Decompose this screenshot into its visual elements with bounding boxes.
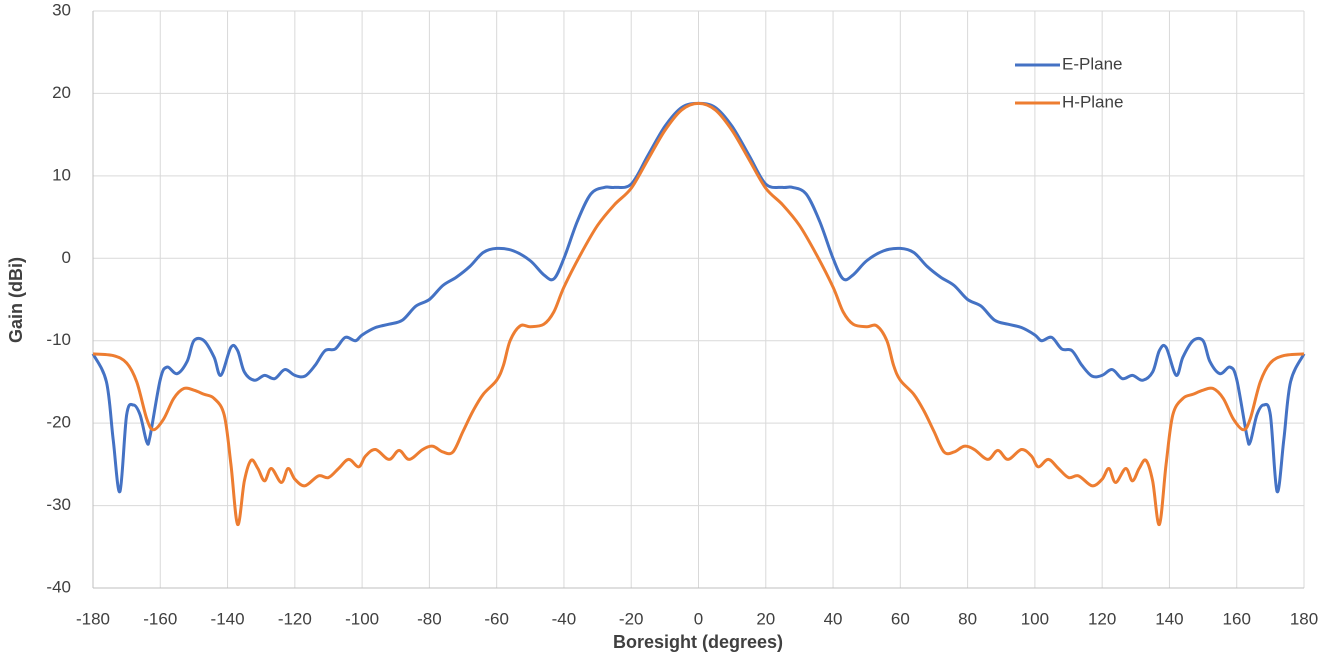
x-tick-label: -40: [552, 609, 577, 628]
x-tick-label: 40: [824, 609, 843, 628]
x-tick-label: 160: [1223, 609, 1251, 628]
y-tick-label: 30: [52, 0, 71, 19]
x-tick-label: -80: [417, 609, 442, 628]
y-axis-title: Gain (dBi): [6, 257, 26, 343]
x-tick-label: 60: [891, 609, 910, 628]
x-tick-label: 20: [756, 609, 775, 628]
y-tick-label: -10: [46, 330, 71, 349]
x-tick-label: -20: [619, 609, 644, 628]
data-line: [92, 101, 1305, 527]
y-tick-label: 0: [62, 248, 71, 267]
y-tick-label: -40: [46, 577, 71, 596]
x-tick-label: 120: [1088, 609, 1116, 628]
y-tick-label: -30: [46, 495, 71, 514]
x-tick-label: 80: [958, 609, 977, 628]
x-tick-label: -100: [345, 609, 379, 628]
y-tick-label: 20: [52, 83, 71, 102]
x-tick-label: 140: [1155, 609, 1183, 628]
x-tick-label: 0: [694, 609, 703, 628]
x-tick-label: 180: [1290, 609, 1318, 628]
x-axis-title: Boresight (degrees): [613, 632, 783, 652]
legend-label: H-Plane: [1062, 92, 1123, 111]
x-tick-label: -60: [484, 609, 509, 628]
x-tick-label: -140: [211, 609, 245, 628]
legend-label: E-Plane: [1062, 54, 1122, 73]
x-tick-label: -180: [76, 609, 110, 628]
x-tick-label: -120: [278, 609, 312, 628]
x-tick-label: 100: [1021, 609, 1049, 628]
y-tick-label: 10: [52, 165, 71, 184]
y-tick-label: -20: [46, 413, 71, 432]
x-tick-label: -160: [143, 609, 177, 628]
